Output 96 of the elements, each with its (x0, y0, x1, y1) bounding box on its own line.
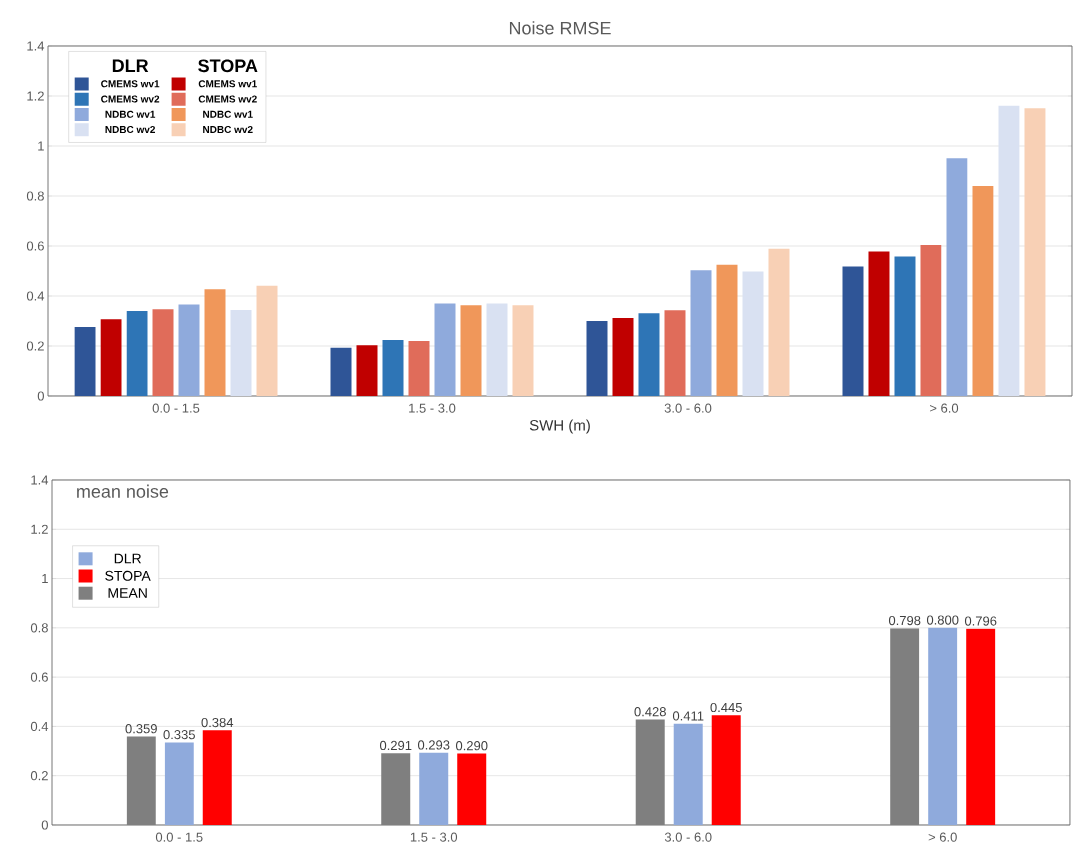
bar (612, 317, 634, 396)
bar (842, 266, 864, 396)
bar (711, 715, 741, 825)
bar (382, 339, 404, 396)
x-tick-label: 3.0 - 6.0 (664, 832, 712, 842)
y-tick-label: 0.4 (26, 291, 45, 301)
legend-label: CMEMS wv1 (101, 80, 160, 88)
legend-label: CMEMS wv1 (198, 80, 257, 88)
y-tick-label: 0 (37, 391, 44, 401)
bar (690, 270, 712, 396)
bar (434, 303, 456, 396)
chart-title: Noise RMSE (509, 21, 611, 35)
bar (457, 753, 487, 825)
data-label: 0.796 (964, 616, 997, 626)
x-tick-label: 0.0 - 1.5 (155, 832, 203, 842)
legend-label: NDBC wv1 (105, 110, 156, 118)
data-label: 0.798 (888, 615, 921, 626)
bar (356, 345, 378, 396)
bar (890, 628, 920, 825)
bar (972, 185, 994, 396)
x-axis-title: SWH (m) (529, 419, 590, 434)
bar (998, 105, 1020, 396)
bar (1024, 108, 1046, 396)
legend-label: MEAN (108, 588, 147, 598)
data-label: 0.428 (634, 707, 666, 717)
data-label: 0.291 (379, 740, 412, 751)
bar (204, 289, 226, 396)
legend-label: CMEMS wv2 (198, 95, 257, 103)
bar (74, 326, 96, 396)
bar (920, 244, 942, 396)
chart-title: mean noise (77, 484, 169, 498)
bar (638, 313, 660, 396)
legend-label: STOPA (105, 570, 151, 581)
bar (486, 303, 508, 396)
bar (460, 305, 482, 396)
legend-label: CMEMS wv2 (101, 95, 160, 103)
annotation: DLR (112, 59, 149, 72)
y-tick-label: 0.8 (26, 191, 44, 201)
bar (164, 742, 194, 825)
bar (202, 730, 232, 825)
bar (928, 627, 958, 825)
bar (126, 310, 148, 396)
data-label: 0.290 (455, 741, 488, 751)
bar (256, 285, 278, 396)
bar (126, 736, 156, 825)
data-label: 0.384 (201, 717, 234, 728)
data-label: 0.293 (417, 740, 450, 750)
bar (868, 251, 890, 396)
x-tick-label: 1.5 - 3.0 (409, 403, 456, 413)
data-label: 0.411 (672, 711, 704, 721)
y-tick-label: 1 (42, 574, 48, 584)
data-label: 0.445 (710, 702, 742, 713)
y-tick-label: 0.6 (26, 241, 44, 251)
y-tick-label: 0 (41, 820, 48, 830)
bar (664, 310, 686, 396)
legend-label: NDBC wv2 (105, 125, 156, 134)
bar (742, 271, 764, 396)
bar (512, 305, 534, 396)
x-tick-label: 1.5 - 3.0 (410, 832, 458, 842)
bar (966, 628, 996, 825)
bar (178, 304, 200, 396)
legend-label: DLR (114, 553, 141, 564)
bar (768, 248, 790, 396)
bar (381, 753, 411, 825)
bar (894, 256, 916, 396)
x-tick-label: 3.0 - 6.0 (664, 403, 712, 413)
y-tick-label: 1.2 (27, 91, 44, 101)
bar (419, 752, 449, 825)
bar (673, 723, 703, 825)
bar (586, 320, 608, 396)
data-label: 0.800 (926, 615, 959, 625)
bar (408, 340, 430, 396)
y-tick-label: 0.6 (30, 672, 48, 682)
data-label: 0.359 (125, 724, 157, 734)
y-tick-label: 1.2 (31, 524, 48, 534)
data-label: 0.335 (163, 730, 195, 740)
y-tick-label: 0.8 (30, 623, 48, 633)
bar (946, 158, 968, 396)
y-tick-label: 1.4 (31, 475, 49, 485)
legend-label: NDBC wv1 (203, 110, 253, 118)
x-tick-label: > 6.0 (928, 832, 957, 842)
y-tick-label: 1 (38, 141, 44, 151)
x-tick-label: 0.0 - 1.5 (152, 403, 200, 413)
bar (330, 347, 352, 396)
annotation: STOPA (198, 59, 258, 73)
y-tick-label: 0.2 (30, 771, 48, 781)
bar (716, 264, 738, 396)
y-tick-label: 1.4 (27, 41, 45, 51)
bar (230, 309, 252, 396)
legend-label: NDBC wv2 (203, 125, 253, 134)
x-tick-label: > 6.0 (930, 403, 959, 413)
bar (152, 309, 174, 396)
bar (635, 719, 665, 825)
y-tick-label: 0.4 (30, 721, 49, 732)
bar (100, 319, 122, 396)
y-tick-label: 0.2 (26, 341, 44, 351)
